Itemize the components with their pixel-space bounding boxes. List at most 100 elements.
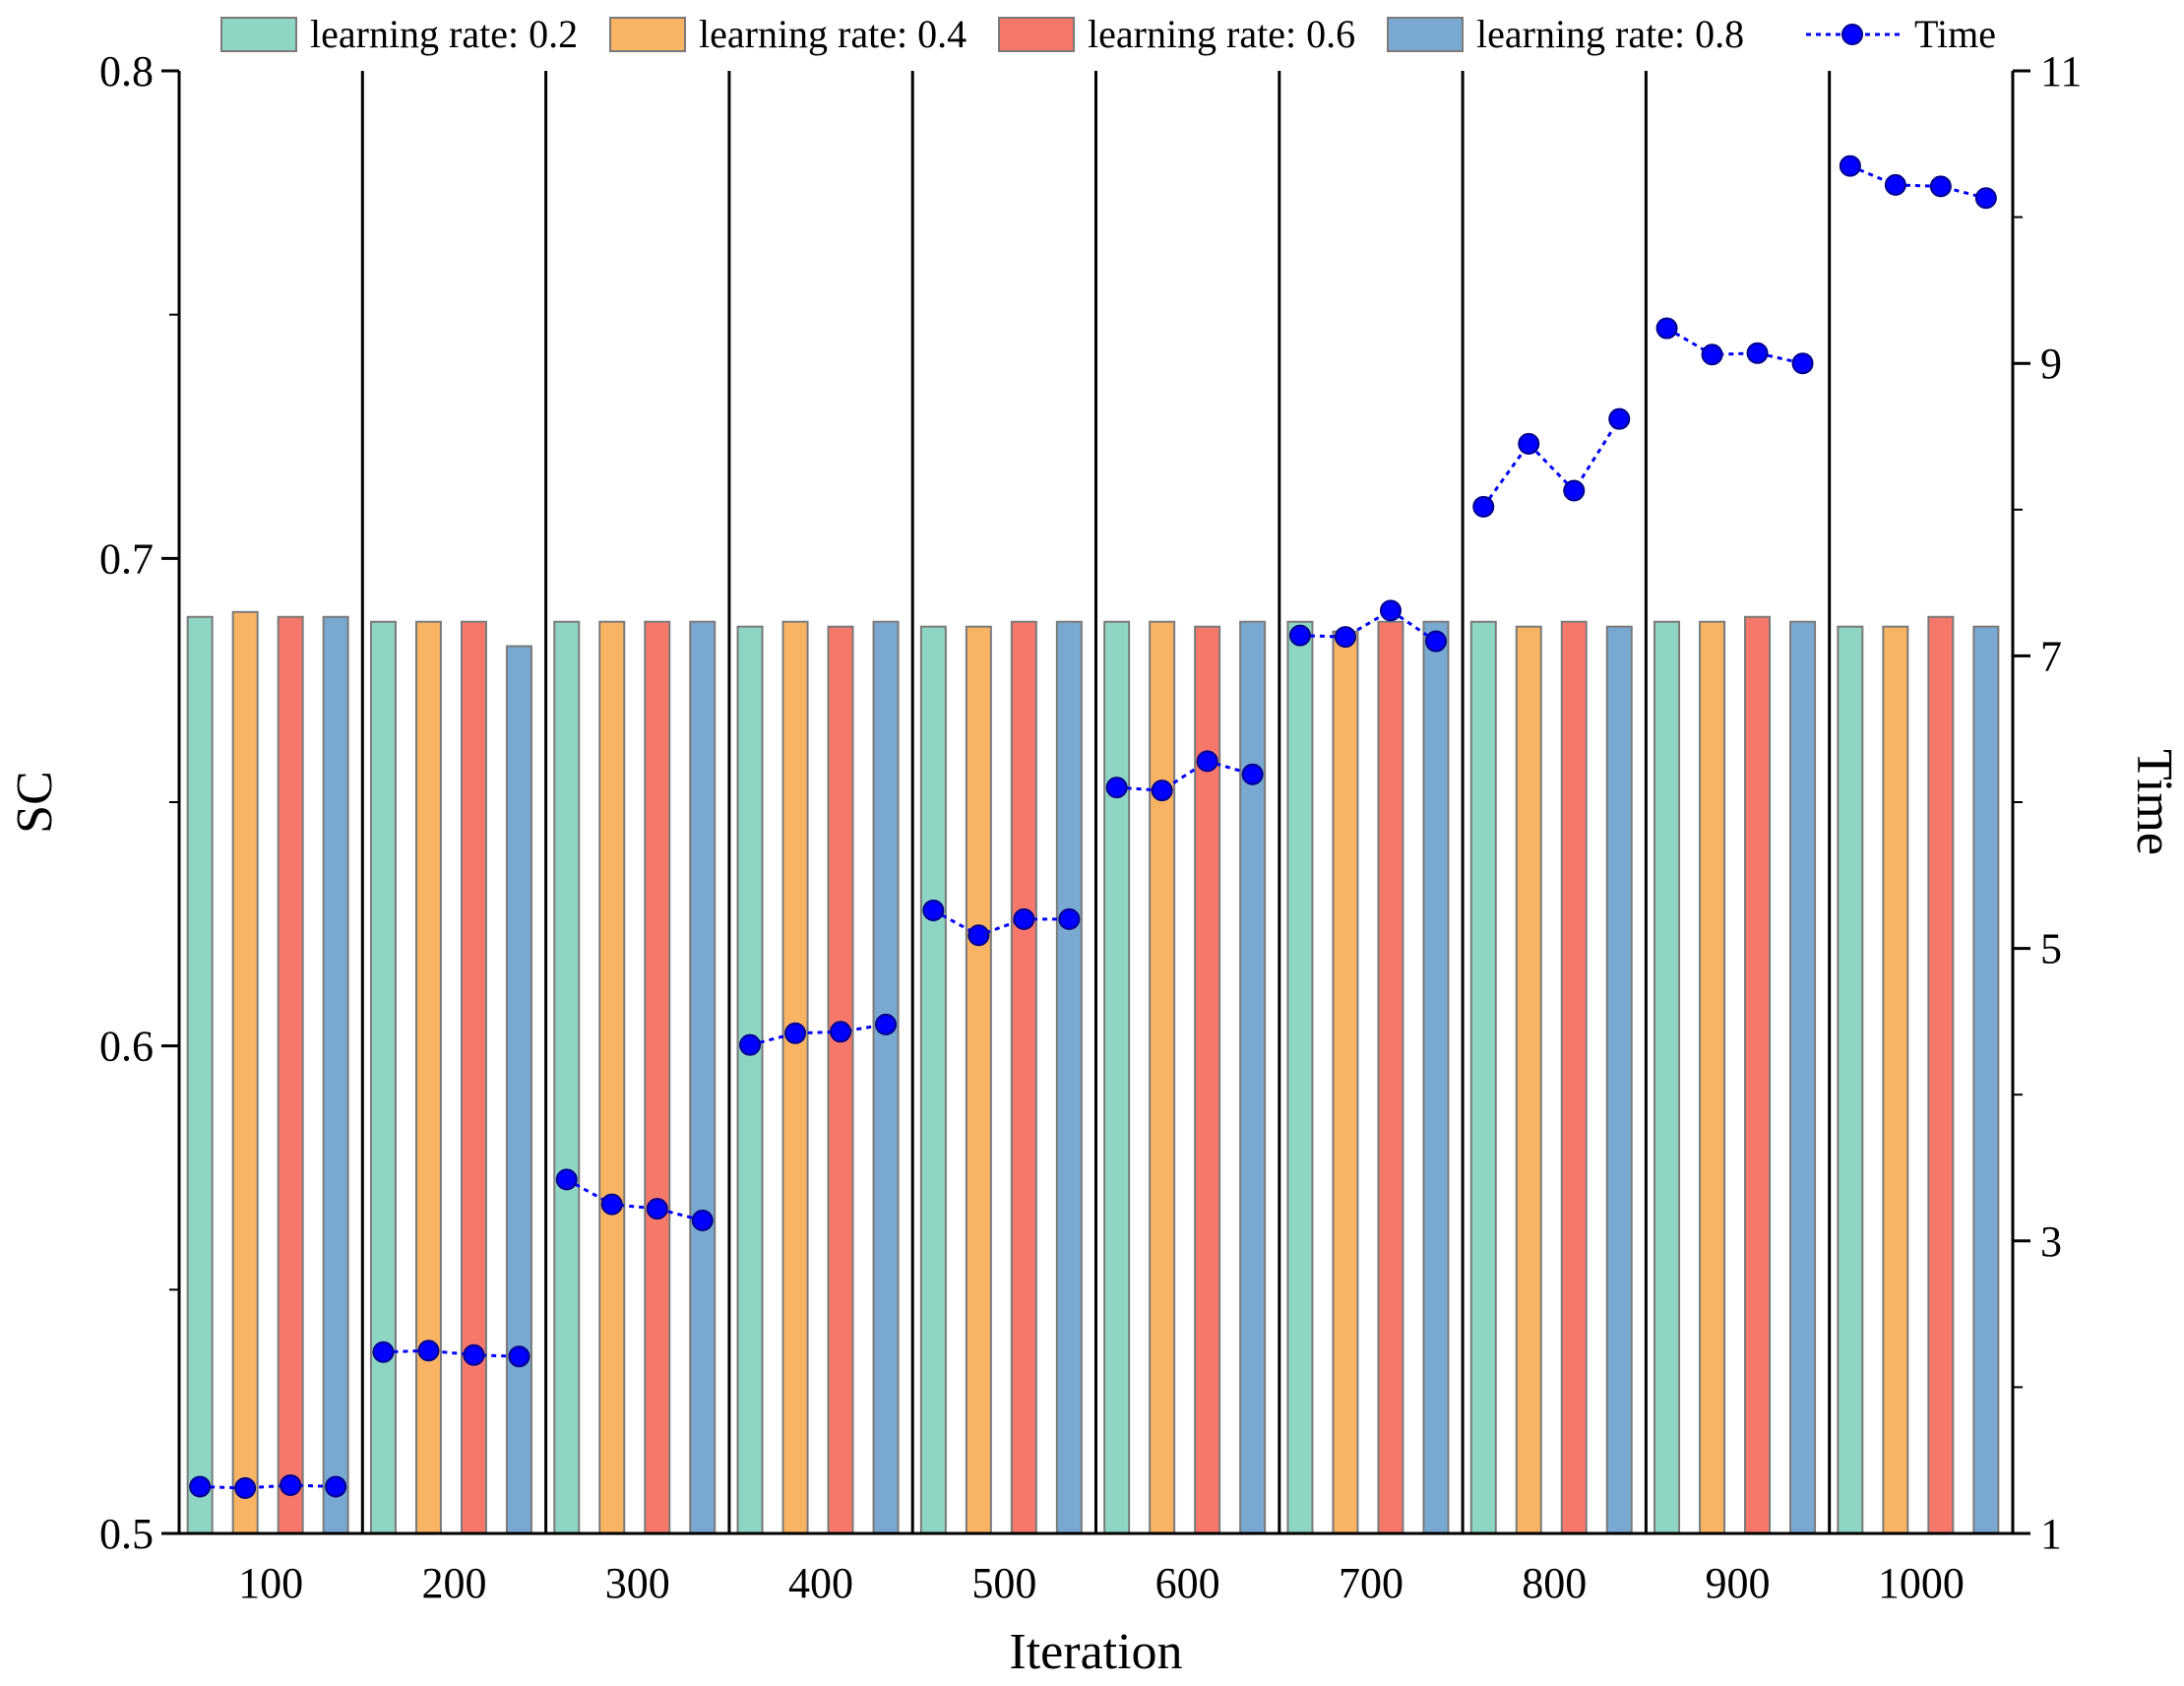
time-point-300-1 xyxy=(555,1168,578,1191)
time-point-800-4 xyxy=(1608,407,1631,430)
time-line-700 xyxy=(1299,608,1437,643)
bar-700-series-1 xyxy=(1286,620,1314,1534)
bar-500-series-1 xyxy=(919,625,947,1534)
bar-700-series-3 xyxy=(1377,620,1404,1534)
bar-800-series-2 xyxy=(1515,625,1542,1534)
time-line-800 xyxy=(1482,417,1621,508)
bar-200-series-3 xyxy=(460,620,487,1534)
x-tick-label: 500 xyxy=(971,1559,1036,1607)
time-point-300-4 xyxy=(691,1209,714,1231)
bar-900-series-1 xyxy=(1654,620,1681,1534)
axes: 0.5 0.6 0.7 0.8 1 3 5 7 9 11 100 200 300 400 500 600 700… xyxy=(7,47,2182,1680)
legend-time-marker xyxy=(1841,24,1863,45)
bar-700-series-2 xyxy=(1332,630,1359,1534)
time-point-200-1 xyxy=(372,1341,395,1363)
bar-800-series-4 xyxy=(1605,625,1633,1534)
time-point-600-2 xyxy=(1151,780,1173,802)
group-separators xyxy=(360,71,1832,1533)
legend-label: learning rate: 0.8 xyxy=(1476,12,1744,56)
y2-tick-label: 5 xyxy=(2040,925,2062,973)
bar-200-series-2 xyxy=(414,620,442,1534)
time-point-200-2 xyxy=(417,1340,440,1362)
time-point-400-3 xyxy=(830,1021,852,1043)
time-point-700-2 xyxy=(1334,626,1356,649)
time-line-1000 xyxy=(1849,164,1987,200)
bar-1000-series-4 xyxy=(1972,625,2000,1534)
legend-label: learning rate: 0.2 xyxy=(310,12,578,56)
legend-item-series-4: learning rate: 0.8 xyxy=(1387,12,1744,56)
time-point-100-1 xyxy=(189,1475,212,1498)
time-point-900-3 xyxy=(1746,342,1769,364)
time-point-600-4 xyxy=(1241,763,1264,785)
time-line-900 xyxy=(1665,327,1803,365)
time-line-200 xyxy=(383,1348,520,1358)
legend-label: learning rate: 0.4 xyxy=(699,12,967,56)
time-point-300-2 xyxy=(600,1193,623,1216)
legend-label: Time xyxy=(1914,12,1996,56)
time-point-400-1 xyxy=(739,1033,762,1056)
bar-200-series-1 xyxy=(369,620,397,1534)
time-line-layer xyxy=(189,155,1997,1499)
x-tick-label: 200 xyxy=(421,1559,486,1607)
bar-500-series-3 xyxy=(1010,620,1037,1534)
time-point-900-1 xyxy=(1655,317,1678,340)
time-point-600-3 xyxy=(1196,750,1218,773)
x-tick-label: 300 xyxy=(605,1559,670,1607)
bar-100-series-3 xyxy=(277,615,304,1534)
x-tick-label: 600 xyxy=(1155,1559,1220,1607)
bar-400-series-1 xyxy=(736,625,764,1534)
bar-900-series-3 xyxy=(1744,615,1772,1534)
legend: learning rate: 0.2 learning rate: 0.4 lear… xyxy=(220,12,1996,56)
x-tick-label: 400 xyxy=(788,1559,853,1607)
bar-600-series-1 xyxy=(1103,620,1131,1534)
x-axis-title: Iteration xyxy=(1009,1624,1182,1680)
bar-200-series-4 xyxy=(505,645,532,1534)
legend-swatch xyxy=(220,17,297,52)
time-point-100-2 xyxy=(234,1476,257,1499)
time-line-600 xyxy=(1116,759,1254,792)
y-tick-label: 0.5 xyxy=(99,1510,154,1558)
time-point-200-4 xyxy=(508,1345,530,1368)
y2-tick-label: 3 xyxy=(2040,1218,2062,1266)
bar-1000-series-3 xyxy=(1927,615,1955,1534)
time-line-100 xyxy=(200,1483,337,1490)
bar-300-series-1 xyxy=(553,620,581,1534)
bar-700-series-4 xyxy=(1422,620,1450,1534)
y-axis-title: SC xyxy=(7,771,63,834)
time-point-500-1 xyxy=(922,899,945,921)
bar-300-series-2 xyxy=(598,620,626,1534)
y2-tick-label: 11 xyxy=(2040,47,2082,95)
legend-item-series-2: learning rate: 0.4 xyxy=(609,12,967,56)
time-point-800-1 xyxy=(1472,495,1495,518)
legend-item-series-1: learning rate: 0.2 xyxy=(220,12,578,56)
time-line-300 xyxy=(566,1178,704,1222)
y2-tick-label: 1 xyxy=(2040,1510,2062,1558)
bar-600-series-4 xyxy=(1239,620,1267,1534)
x-tick-label: 700 xyxy=(1339,1559,1404,1607)
bar-400-series-3 xyxy=(827,625,854,1534)
bars-layer xyxy=(186,610,2000,1534)
bar-1000-series-1 xyxy=(1837,625,1864,1534)
time-point-500-2 xyxy=(967,924,990,947)
legend-label: learning rate: 0.6 xyxy=(1088,12,1355,56)
time-point-700-4 xyxy=(1424,630,1447,653)
x-tick-label: 1000 xyxy=(1878,1559,1965,1607)
time-point-500-3 xyxy=(1013,907,1035,930)
bar-400-series-4 xyxy=(872,620,900,1534)
y2-tick-label: 9 xyxy=(2040,340,2062,388)
bar-600-series-2 xyxy=(1149,620,1176,1534)
time-line-500 xyxy=(932,908,1070,937)
time-point-900-4 xyxy=(1791,352,1814,375)
time-point-400-2 xyxy=(784,1022,807,1044)
bar-100-series-2 xyxy=(231,610,259,1534)
time-point-800-3 xyxy=(1563,479,1586,502)
bar-100-series-1 xyxy=(186,615,214,1534)
legend-swatch xyxy=(609,17,686,52)
bar-500-series-4 xyxy=(1055,620,1083,1534)
bar-800-series-1 xyxy=(1469,620,1497,1534)
bar-900-series-2 xyxy=(1699,620,1726,1534)
y2-axis-title: Time xyxy=(2126,749,2182,855)
time-point-300-3 xyxy=(646,1198,668,1220)
